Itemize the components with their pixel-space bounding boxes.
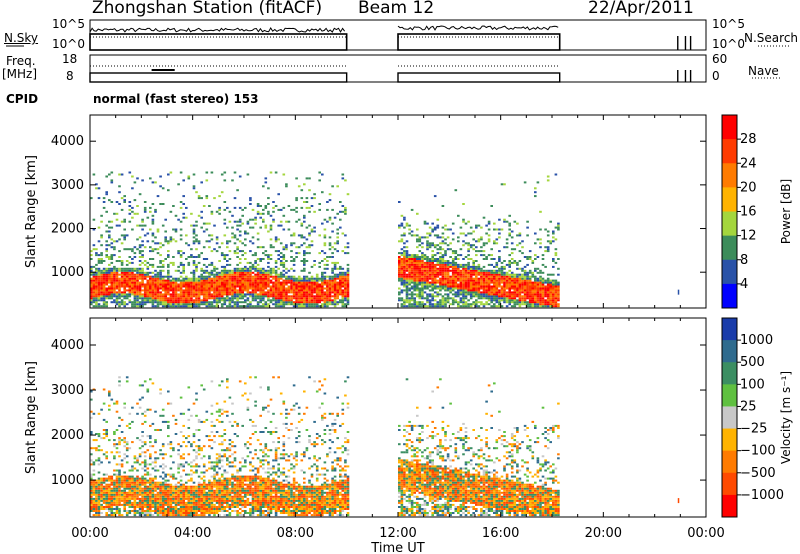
y-tick-label: 3000 [51,178,84,193]
colorbar-segment [722,283,737,309]
colorbar-tick-label: 28 [740,132,757,147]
colorbar-tick-label: −1000 [740,488,784,503]
colorbar-segment [722,318,737,341]
freq-tick-bottom: 8 [66,69,74,83]
colorbar-tick-label: 100 [740,377,765,392]
colorbar-tick-label: −25 [740,422,767,437]
nsky-block [89,33,348,51]
colorbar-tick-label: −100 [740,444,776,459]
nave-tick-bottom: 0 [712,69,720,83]
colorbar-tick-label: 20 [740,180,757,195]
colorbar-tick-label: 16 [740,205,757,220]
time-tick-label: 12:00 [379,526,416,541]
nsky-trace [397,25,559,31]
colorbar-tick-label: 8 [740,253,748,268]
cpid-text: normal (fast stereo) 153 [93,92,259,106]
freq-unit: [MHz] [2,67,38,81]
freq-tick-top: 18 [62,52,78,66]
nsky-block [397,33,561,51]
colorbar-segment [722,163,737,188]
y-tick-label: 4000 [51,134,84,149]
freq-trace [397,72,561,83]
colorbar-segment [722,450,737,474]
colorbar-segment [722,406,737,430]
colorbar-tick-label: 500 [740,355,765,370]
nave-tick-top: 60 [712,52,728,66]
y-tick-label: 4000 [51,338,84,353]
y-tick-label: 2000 [51,222,84,237]
y-axis-label: Slant Range [km] [24,155,39,268]
time-tick-label: 08:00 [277,526,314,541]
nsky-label: N.Sky [4,31,39,45]
heatmap-speck [677,289,680,295]
time-axis-label: Time UT [370,541,424,554]
colorbar-segment [722,384,737,407]
y-tick-label: 3000 [51,383,84,398]
nsky-tick-top: 10^5 [52,17,85,31]
colorbar-segment [722,340,737,363]
nsearch-tick-bottom: 10^0 [712,37,745,51]
colorbar-frame [721,317,738,518]
nsky-tick-bottom: 10^0 [52,37,85,51]
nsky-trace [89,27,346,33]
colorbar-segment [722,428,737,452]
velocity-heatmap [90,376,680,517]
colorbar-label: Power [dB] [779,179,793,244]
y-tick-label: 1000 [51,265,84,280]
cpid-label: CPID [6,92,39,106]
colorbar-segment [722,139,737,164]
colorbar-tick-label: 4 [740,277,748,292]
date-label: 22/Apr/2011 [588,0,694,18]
time-tick-label: 16:00 [482,526,519,541]
station-title: Zhongshan Station (fitACF) [92,0,323,18]
colorbar-tick-label: 25 [740,399,757,414]
time-tick-label: 20:00 [585,526,622,541]
heatmap-speck [677,498,680,504]
colorbar-segment [722,235,737,261]
y-axis-label: Slant Range [km] [24,361,39,474]
colorbar-label: Velocity [m s⁻¹] [779,371,793,464]
colorbar-tick-label: 24 [740,156,757,171]
power-heatmap [90,171,680,308]
time-tick-label: 00:00 [71,526,108,541]
y-tick-label: 1000 [51,473,84,488]
colorbar-segment [722,115,737,140]
colorbar-segment [722,187,737,212]
freq-trace [89,72,348,83]
nsearch-label: N.Search [744,31,799,45]
nsearch-tick-top: 10^5 [712,17,745,31]
nave-label: Nave [748,64,779,78]
colorbar-segment [722,472,737,496]
colorbar-tick-label: 12 [740,229,757,244]
colorbar-segment [722,494,737,518]
colorbar-tick-label: 1000 [740,333,773,348]
beam-label: Beam 12 [358,0,435,18]
y-tick-label: 2000 [51,428,84,443]
time-tick-label: 04:00 [174,526,211,541]
colorbar-tick-label: −500 [740,466,776,481]
colorbar-segment [722,259,737,285]
colorbar-segment [722,211,737,237]
freq-label: Freq. [6,54,36,68]
time-tick-label: 00:00 [687,526,724,541]
colorbar-segment [722,362,737,385]
